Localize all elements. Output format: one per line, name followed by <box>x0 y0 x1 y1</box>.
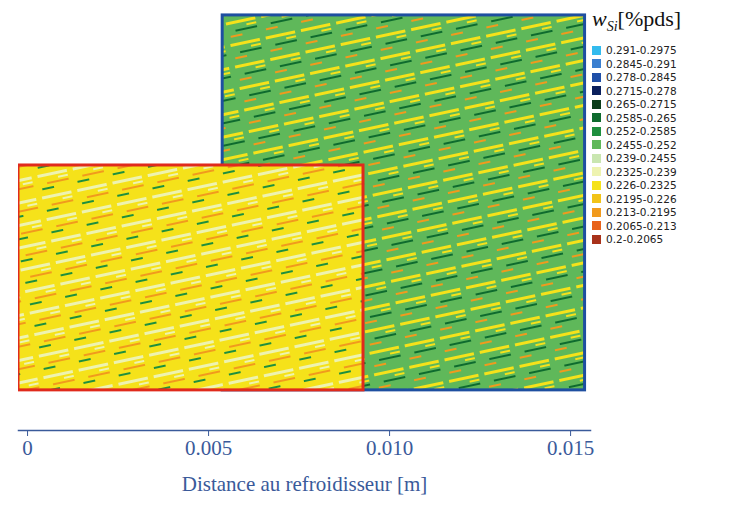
svg-text:0: 0 <box>22 436 33 460</box>
html-text:0.239-0.2455: 0.239-0.2455 <box>606 152 677 165</box>
html-text:0.291-0.2975: 0.291-0.2975 <box>606 44 677 57</box>
html-text:0.278-0.2845: 0.278-0.2845 <box>606 71 677 84</box>
html-text:0.2845-0.291: 0.2845-0.291 <box>606 57 677 70</box>
html-text:wSi[%pds]: wSi[%pds] <box>592 6 682 35</box>
html-text:0.265-0.2715: 0.265-0.2715 <box>606 98 677 111</box>
svg-text:0.015: 0.015 <box>547 436 594 460</box>
html-text:0.2715-0.278: 0.2715-0.278 <box>606 84 677 97</box>
html-text:0.252-0.2585: 0.252-0.2585 <box>606 125 677 138</box>
html-text:0.2065-0.213: 0.2065-0.213 <box>606 219 677 232</box>
html-text:0.2455-0.252: 0.2455-0.252 <box>606 138 677 151</box>
html-text:0.2325-0.239: 0.2325-0.239 <box>606 165 677 178</box>
svg-text:0.005: 0.005 <box>185 436 232 460</box>
html-text:0.226-0.2325: 0.226-0.2325 <box>606 179 677 192</box>
svg-text:0.010: 0.010 <box>366 436 413 460</box>
html-text:0.213-0.2195: 0.213-0.2195 <box>606 206 677 219</box>
html-text:0.2195-0.226: 0.2195-0.226 <box>606 192 677 205</box>
html-text:0.2-0.2065: 0.2-0.2065 <box>606 233 664 246</box>
html-text:0.2585-0.265: 0.2585-0.265 <box>606 111 677 124</box>
svg-text:Distance au refroidisseur [m]: Distance au refroidisseur [m] <box>182 472 428 496</box>
